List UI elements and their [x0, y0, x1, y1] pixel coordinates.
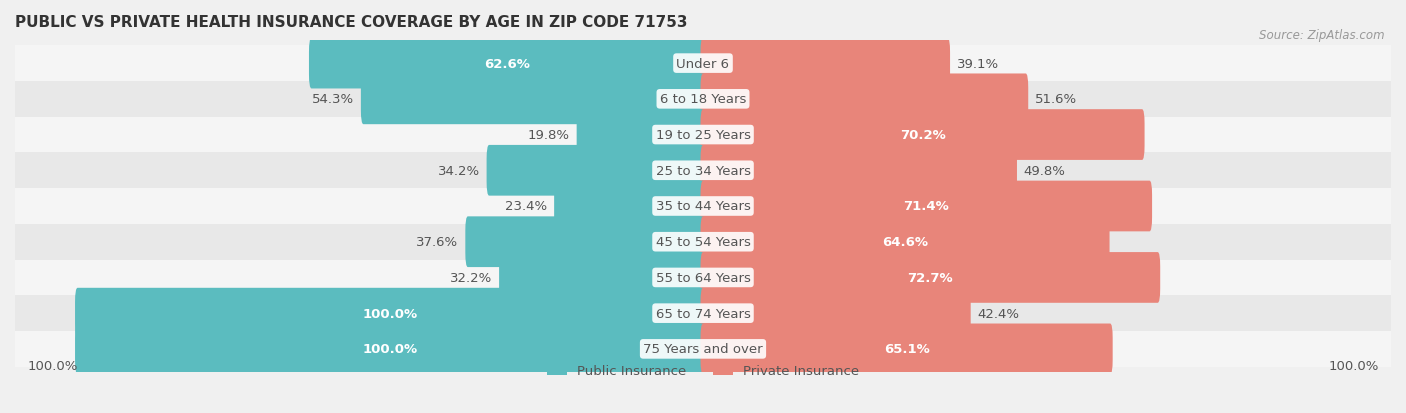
- Bar: [15, 260, 1391, 296]
- FancyBboxPatch shape: [75, 288, 706, 339]
- Text: 70.2%: 70.2%: [900, 129, 945, 142]
- FancyBboxPatch shape: [554, 181, 706, 232]
- Legend: Public Insurance, Private Insurance: Public Insurance, Private Insurance: [541, 358, 865, 382]
- Text: 32.2%: 32.2%: [450, 271, 492, 284]
- Bar: [15, 224, 1391, 260]
- Text: 55 to 64 Years: 55 to 64 Years: [655, 271, 751, 284]
- Text: 54.3%: 54.3%: [312, 93, 354, 106]
- Text: 100.0%: 100.0%: [363, 307, 418, 320]
- FancyBboxPatch shape: [700, 181, 1152, 232]
- FancyBboxPatch shape: [465, 217, 706, 268]
- Text: 45 to 54 Years: 45 to 54 Years: [655, 236, 751, 249]
- Bar: [15, 46, 1391, 82]
- FancyBboxPatch shape: [700, 252, 1160, 303]
- Text: 25 to 34 Years: 25 to 34 Years: [655, 164, 751, 177]
- Text: 49.8%: 49.8%: [1024, 164, 1066, 177]
- Text: 39.1%: 39.1%: [957, 57, 1000, 71]
- Text: 19.8%: 19.8%: [527, 129, 569, 142]
- Text: Source: ZipAtlas.com: Source: ZipAtlas.com: [1260, 29, 1385, 42]
- Text: 35 to 44 Years: 35 to 44 Years: [655, 200, 751, 213]
- Text: 65.1%: 65.1%: [884, 342, 929, 356]
- Bar: [15, 82, 1391, 117]
- Text: 72.7%: 72.7%: [907, 271, 953, 284]
- Text: 51.6%: 51.6%: [1035, 93, 1077, 106]
- Text: 42.4%: 42.4%: [977, 307, 1019, 320]
- FancyBboxPatch shape: [75, 324, 706, 374]
- Bar: [15, 153, 1391, 189]
- Bar: [15, 296, 1391, 331]
- FancyBboxPatch shape: [486, 145, 706, 196]
- FancyBboxPatch shape: [576, 110, 706, 161]
- FancyBboxPatch shape: [499, 252, 706, 303]
- FancyBboxPatch shape: [700, 217, 1109, 268]
- Text: 34.2%: 34.2%: [437, 164, 479, 177]
- Bar: [15, 189, 1391, 224]
- FancyBboxPatch shape: [309, 39, 706, 89]
- Text: 23.4%: 23.4%: [505, 200, 547, 213]
- Text: Under 6: Under 6: [676, 57, 730, 71]
- Text: 100.0%: 100.0%: [363, 342, 418, 356]
- Bar: [15, 331, 1391, 367]
- Text: PUBLIC VS PRIVATE HEALTH INSURANCE COVERAGE BY AGE IN ZIP CODE 71753: PUBLIC VS PRIVATE HEALTH INSURANCE COVER…: [15, 15, 688, 30]
- Text: 37.6%: 37.6%: [416, 236, 458, 249]
- FancyBboxPatch shape: [700, 74, 1028, 125]
- Text: 6 to 18 Years: 6 to 18 Years: [659, 93, 747, 106]
- Text: 100.0%: 100.0%: [1329, 359, 1378, 372]
- FancyBboxPatch shape: [700, 145, 1017, 196]
- Text: 19 to 25 Years: 19 to 25 Years: [655, 129, 751, 142]
- FancyBboxPatch shape: [700, 39, 950, 89]
- FancyBboxPatch shape: [700, 110, 1144, 161]
- Text: 71.4%: 71.4%: [904, 200, 949, 213]
- Text: 75 Years and over: 75 Years and over: [643, 342, 763, 356]
- FancyBboxPatch shape: [361, 74, 706, 125]
- FancyBboxPatch shape: [700, 324, 1112, 374]
- Bar: [15, 117, 1391, 153]
- Text: 62.6%: 62.6%: [484, 57, 530, 71]
- Text: 100.0%: 100.0%: [28, 359, 77, 372]
- Text: 65 to 74 Years: 65 to 74 Years: [655, 307, 751, 320]
- FancyBboxPatch shape: [700, 288, 970, 339]
- Text: 64.6%: 64.6%: [882, 236, 928, 249]
